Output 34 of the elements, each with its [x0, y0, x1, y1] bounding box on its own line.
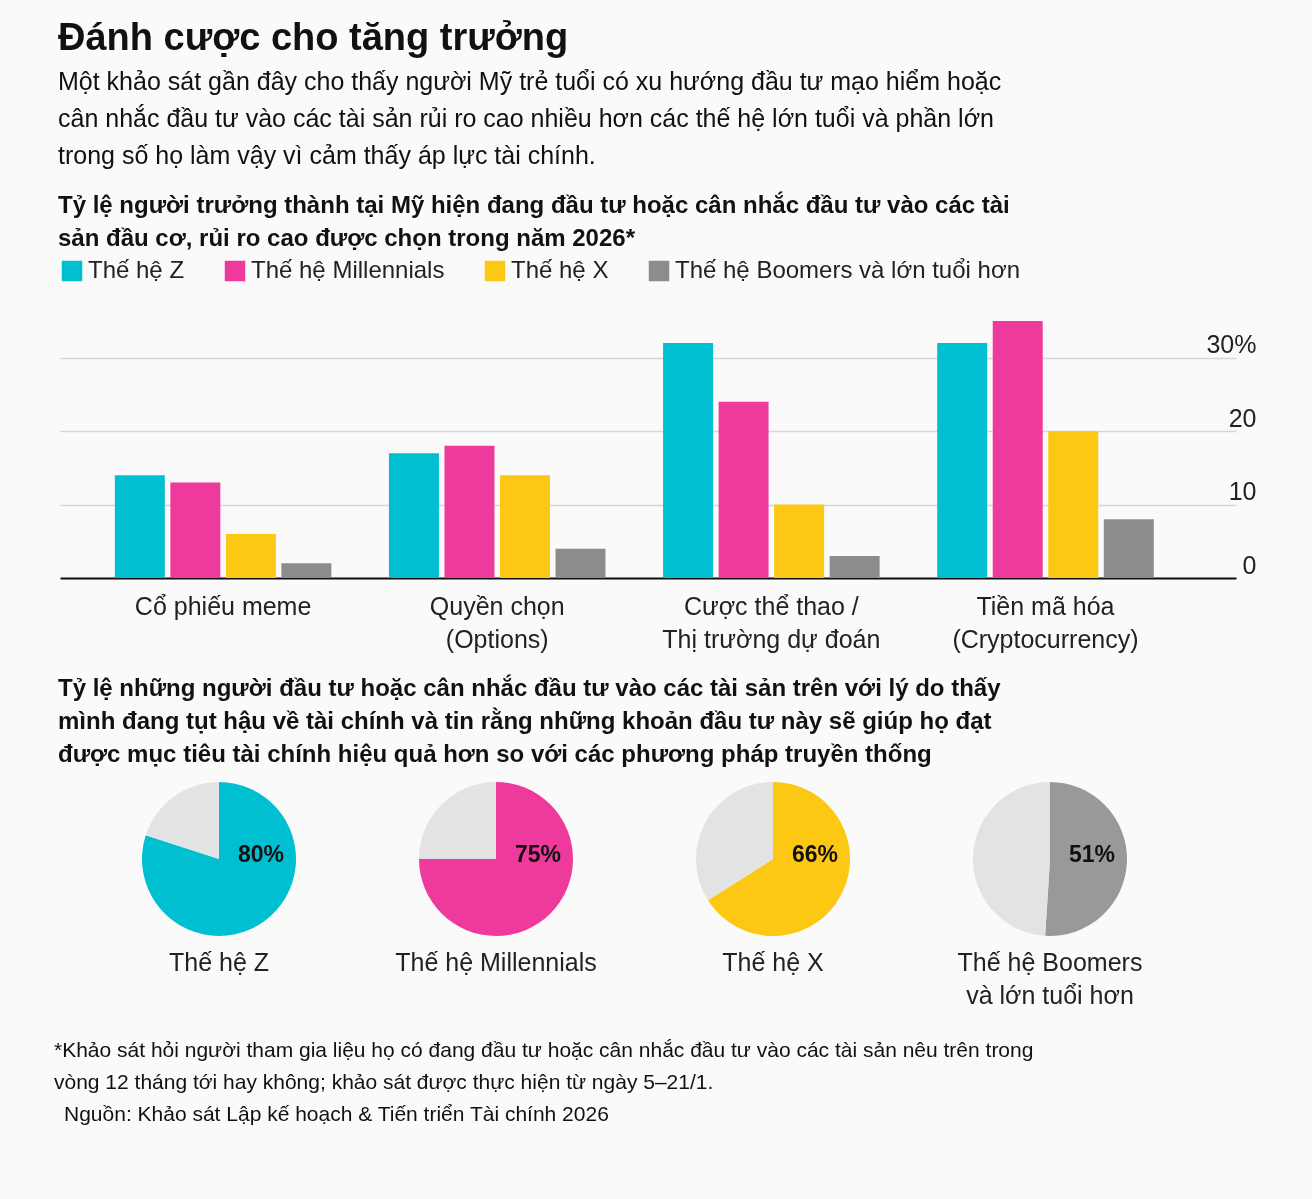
text: Nguồn: Khảo sát Lập kế hoạch & Tiến triển Tài chính 2026	[63, 1101, 610, 1127]
legend-label: Thế hệ Boomers và lớn tuổi hơn	[675, 256, 1020, 283]
text: Tỷ lệ những người đầu tư hoặc cân nhắc đầu tư vào các tài sản trên với lý do thấy mình đang tụt hậu về tài chính và tin rằng những khoản đầu tư này sẽ giúp họ đạt được mục tiêu tài chính hiệu quả hơn so với các phương pháp truyền thống	[58, 673, 1002, 769]
text: *Khảo sát hỏi người tham gia liệu họ có đang đầu tư hoặc cân nhắc đầu tư vào các tài sản nêu trên trong vòng 12 tháng tới hay không; khảo sát được thực hiện từ ngày 5–21/1.	[54, 1037, 1035, 1095]
data-label: 66%	[791, 841, 838, 867]
legend-label: Thế hệ X	[511, 256, 609, 283]
x-tick-label: Cổ phiếu meme	[134, 591, 312, 620]
text: Thế hệ Z	[168, 948, 269, 976]
pie-slice	[1044, 782, 1127, 936]
y-tick-label: 20	[1228, 403, 1257, 432]
text: Thế hệ Boomers và lớn tuổi hơn	[957, 948, 1142, 1009]
chart-title: Đánh cược cho tăng trưởng	[58, 16, 570, 59]
legend-label: Thế hệ Millennials	[251, 256, 445, 283]
text: Thế hệ X	[721, 948, 824, 976]
x-tick-label: Tiền mã hóa (Cryptocurrency)	[952, 591, 1139, 653]
pie-slice	[145, 782, 219, 859]
pie-slice	[418, 782, 496, 859]
legend-label: Thế hệ Z	[88, 256, 185, 283]
pie-slice	[418, 782, 573, 936]
text: Tỷ lệ người trưởng thành tại Mỹ hiện đang đầu tư hoặc cân nhắc đầu tư vào các tài sản đầu cơ, rủi ro cao được chọn trong năm 2026*	[58, 190, 1011, 253]
y-tick-label: 0	[1242, 550, 1257, 579]
pie-slice	[972, 782, 1050, 936]
pie-slice	[695, 782, 773, 901]
y-tick-label: 30%	[1206, 330, 1257, 359]
data-label: 80%	[237, 841, 284, 867]
text: Thế hệ Millennials	[394, 948, 597, 976]
x-tick-label: Cược thể thao / Thị trường dự đoán	[662, 591, 881, 653]
y-tick-label: 10	[1228, 477, 1257, 506]
data-label: 75%	[514, 841, 561, 867]
chart-subtitle: Một khảo sát gần đây cho thấy người Mỹ trẻ tuổi có xu hướng đầu tư mạo hiểm hoặc cân nhắc đầu tư vào các tài sản rủi ro cao nhiều hơn các thế hệ lớn tuổi và phần lớn trong số họ làm vậy vì cảm thấy áp lực tài chính.	[58, 66, 1003, 171]
data-label: 51%	[1068, 841, 1115, 867]
pie-slice	[707, 782, 850, 936]
pie-slice	[141, 782, 296, 936]
x-tick-label: Quyền chọn (Options)	[429, 591, 565, 653]
